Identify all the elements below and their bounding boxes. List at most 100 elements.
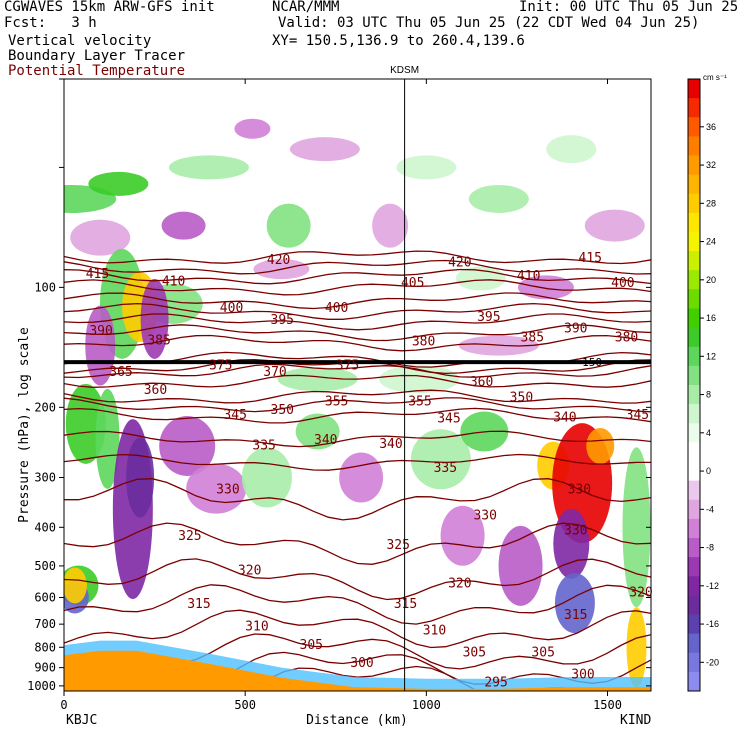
theta-label: 325 <box>178 529 201 544</box>
y-tick-label: 100 <box>34 280 56 294</box>
y-tick-label: 500 <box>34 559 56 573</box>
theta-label: 350 <box>271 403 294 418</box>
theta-label: 380 <box>412 335 435 350</box>
colorbar-cell <box>688 442 700 462</box>
terrain-ground <box>64 650 651 691</box>
theta-label: 295 <box>484 676 507 691</box>
theta-label: 400 <box>220 301 243 316</box>
colorbar-tick-label: 16 <box>706 313 716 323</box>
colorbar-cell <box>688 671 700 692</box>
colorbar-cell <box>688 174 700 195</box>
colorbar-cell <box>688 155 700 176</box>
colorbar-cell <box>688 461 700 482</box>
theta-label: 410 <box>162 274 185 289</box>
colorbar-cell <box>688 499 700 520</box>
y-tick-label: 300 <box>34 471 56 485</box>
theta-line <box>64 584 651 625</box>
colorbar-tick-label: 20 <box>706 275 716 285</box>
theta-label: 395 <box>477 310 500 325</box>
theta-line <box>64 397 651 413</box>
velocity-blob <box>554 573 595 634</box>
colorbar-cell <box>688 117 700 137</box>
theta-label: 400 <box>325 301 348 316</box>
theta-line <box>64 334 651 352</box>
y-tick-label: 1000 <box>27 679 56 693</box>
colorbar-cell <box>688 538 700 558</box>
velocity-blob <box>517 275 574 300</box>
theta-label: 340 <box>379 437 402 452</box>
theta-label: 315 <box>187 597 210 612</box>
theta-label: 345 <box>437 411 460 426</box>
colorbar-cell <box>688 289 700 309</box>
velocity-blob <box>85 305 116 386</box>
theta-label: 340 <box>553 411 576 426</box>
colorbar-cell <box>688 576 700 596</box>
colorbar-tick-label: 28 <box>706 198 716 208</box>
theta-line <box>64 558 651 601</box>
colorbar-cell <box>688 327 700 348</box>
axes: KDSM 0 500 1000 1500 Distance (km) KBJC KIND 100… <box>17 65 651 728</box>
theta-label: 375 <box>209 358 232 373</box>
colorbar-cell <box>688 404 700 424</box>
theta-line <box>64 279 651 296</box>
theta-label: 415 <box>86 267 109 282</box>
colorbar-tick-label: -16 <box>706 619 719 629</box>
theta-label: 400 <box>611 276 634 291</box>
colorbar-cell <box>688 98 700 118</box>
colorbar-tick-label: 36 <box>706 122 716 132</box>
theta-line <box>64 389 651 404</box>
colorbar-cell <box>688 212 700 233</box>
theta-label: 315 <box>394 597 417 612</box>
colorbar-cell <box>688 346 700 367</box>
colorbar-cell <box>688 557 700 577</box>
theta-label: 305 <box>531 646 554 661</box>
x-tick-label: 0 <box>60 698 67 712</box>
theta-label: 320 <box>629 586 652 601</box>
field-potential-temperature: Potential Temperature <box>8 63 186 79</box>
colorbar-tick-label: 0 <box>706 466 711 476</box>
theta-label: 300 <box>571 667 594 682</box>
colorbar-cell <box>688 633 700 654</box>
colorbar-cell <box>688 270 700 290</box>
theta-label: 335 <box>434 461 457 476</box>
theta-line <box>64 259 651 275</box>
colorbar-cell <box>688 251 700 271</box>
y-tick-label: 700 <box>34 617 56 631</box>
theta-label: 310 <box>245 619 268 634</box>
colorbar-cell <box>688 652 700 673</box>
theta-label: 365 <box>109 365 132 380</box>
colorbar-cell <box>688 79 700 99</box>
colorbar: 36 32 28 24 20 16 12 8 4 0 -4 -8 -12 -16 -20 cm s⁻¹ <box>687 73 727 692</box>
field-vertical-velocity: Vertical velocity <box>8 33 152 49</box>
theta-line <box>64 363 651 379</box>
velocity-blob <box>126 437 155 518</box>
colorbar-tick-label: 12 <box>706 351 716 361</box>
theta-line <box>64 522 651 565</box>
x-tick-label: 500 <box>234 698 256 712</box>
colorbar-tick-label: 4 <box>706 428 711 438</box>
velocity-blob <box>584 209 645 242</box>
model-title: CGWAVES 15km ARW-GFS init <box>4 0 215 15</box>
tropopause-label: 150 <box>582 356 602 369</box>
colorbar-tick-label: -20 <box>706 657 719 667</box>
colorbar-cell <box>688 193 700 214</box>
theta-label: 375 <box>336 358 359 373</box>
theta-line <box>64 250 651 265</box>
xy-range: XY= 150.5,136.9 to 260.4,139.6 <box>272 33 525 49</box>
velocity-blob <box>553 508 590 579</box>
velocity-blob <box>468 184 529 213</box>
theta-line <box>64 374 651 388</box>
theta-line <box>64 302 651 320</box>
x-tick-label: 1500 <box>593 698 622 712</box>
colorbar-cell <box>688 480 700 501</box>
colorbar-cell <box>688 518 700 539</box>
y-axis-label: Pressure (hPa), log scale <box>17 327 32 523</box>
theta-label: 320 <box>448 576 471 591</box>
theta-label: 340 <box>314 433 337 448</box>
theta-line <box>64 313 651 331</box>
theta-label: 395 <box>271 313 294 328</box>
plot-frame <box>63 78 652 692</box>
velocity-blob <box>266 203 311 248</box>
theta-line <box>64 453 651 471</box>
